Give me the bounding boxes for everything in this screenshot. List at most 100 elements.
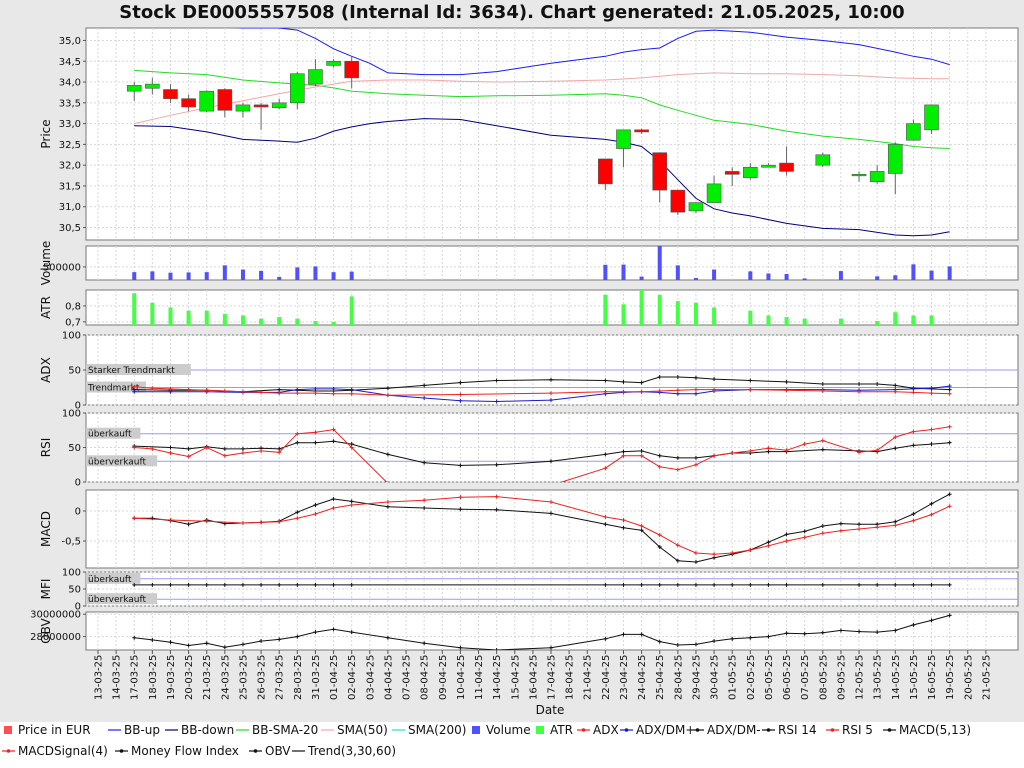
y-tick-label: 30,5 [59,223,81,234]
candle-body [126,85,142,92]
volume-bar [802,278,807,280]
reference-label-bg [86,427,141,439]
x-tick-label: 14-05-25 [891,655,902,700]
y-tick-label: 0 [75,478,81,489]
macd-line-point [947,492,952,497]
obv-line [134,614,950,650]
volume-panel-ylabel: Volume [39,241,53,286]
legend-item-label: SMA(50) [337,723,388,737]
x-tick-label: 06-05-25 [782,655,793,700]
obv-line-point [675,642,680,647]
macd-signal-line-point [730,551,735,555]
adx-dm-plus-line-point [349,387,354,392]
y-tick-label: 0 [75,401,81,412]
rsi14-line-point [422,460,427,465]
rsi14-line-point [657,453,662,458]
macd-line-point [802,529,807,534]
x-tick-label: 30-04-25 [710,655,721,700]
obv-line-point [947,613,952,618]
mfi-line-point [277,582,282,587]
adx-line-point [675,388,680,393]
obv-line-point [784,631,789,636]
macd-panel-frame [85,489,1019,569]
obv-line-point [838,628,843,633]
obv-line-point [857,629,862,634]
adx-dm-minus-line-point [820,382,825,386]
volume-bar [929,270,934,280]
candle-body [253,104,269,108]
volume-bar [893,275,898,280]
legend-item-label: Volume [486,723,531,737]
mfi-line-point [875,582,880,587]
atr-bar [766,315,771,325]
rsi5-line-point [893,435,898,440]
atr-bar [712,307,717,325]
x-tick-label: 02-04-25 [347,655,358,700]
macd-line-point [331,497,336,501]
macd-line-point [911,512,916,516]
y-tick-label: 32,5 [59,140,81,151]
reference-line-label: Starker Trendmarkt [88,366,175,376]
obv-line-point [259,639,264,644]
obv-panel-frame [85,611,1019,651]
legend-swatch-dot [119,749,124,753]
mfi-line-point [150,582,155,587]
adx-dm-plus-line-point [911,386,916,391]
rsi5-line-point [313,430,318,435]
obv-line-point [132,635,137,640]
y-tick-label: 30000000 [30,610,81,621]
legend-item-label: SMA(200) [408,723,466,737]
obv-line-point [820,630,825,635]
y-tick-label: 500000 [43,262,81,273]
adx-dm-minus-line-point [621,379,626,384]
macd-signal-line-point [603,515,608,519]
obv-line-point [494,648,499,650]
y-tick-label: 100 [62,409,81,420]
volume-bar [911,264,916,280]
mfi-line-point [748,582,753,587]
rsi14-line-point [186,446,191,451]
atr-bar [259,318,264,325]
adx-dm-plus-line-point [295,387,300,392]
y-tick-label: 100 [62,331,81,342]
candle-body [851,174,867,177]
mfi-line-point [168,582,173,587]
volume-bar [150,271,155,280]
atr-bar [657,294,662,325]
legend-item-label: Price in EUR [18,723,91,737]
macd-signal-line-point [385,500,390,504]
y-tick-label: 33,5 [59,98,81,109]
atr-bar [349,296,354,325]
mfi-line-point [603,582,608,587]
candle-body [761,164,776,168]
mfi-line-point [259,582,264,587]
y-tick-label: 33,0 [59,119,81,130]
chart-title: Stock DE0005557508 (Internal Id: 3634). … [119,2,904,23]
macd-line-point [385,504,390,509]
atr-bar [875,321,880,325]
adx-dm-plus-line-point [331,386,336,391]
rsi5-line-point [458,486,462,490]
adx-dm-plus-line-point [549,398,553,403]
mfi-line-point [204,582,209,587]
candle-body [271,102,287,109]
volume-bar [603,264,608,280]
adx-line-point [911,390,916,395]
volume-bar [784,273,789,280]
mfi-line-point [186,582,191,587]
legend-swatch-dot [624,728,629,732]
macd-signal-line-point [494,494,499,499]
x-axis-label: Date [536,703,565,717]
adx-panel-ylabel: ADX [39,357,53,383]
x-tick-label: 13-05-25 [873,655,884,700]
adx-line-point [132,384,137,389]
reference-label-bg [86,572,141,584]
reference-line-label: Trendmarkt [87,384,140,394]
adx-line-point [603,389,608,394]
atr-bar [911,315,916,325]
candle-body [815,154,831,166]
x-tick-label: 18-04-25 [565,655,576,700]
macd-line-point [893,519,898,524]
atr-bar [784,317,789,325]
adx-line-point [639,389,644,394]
